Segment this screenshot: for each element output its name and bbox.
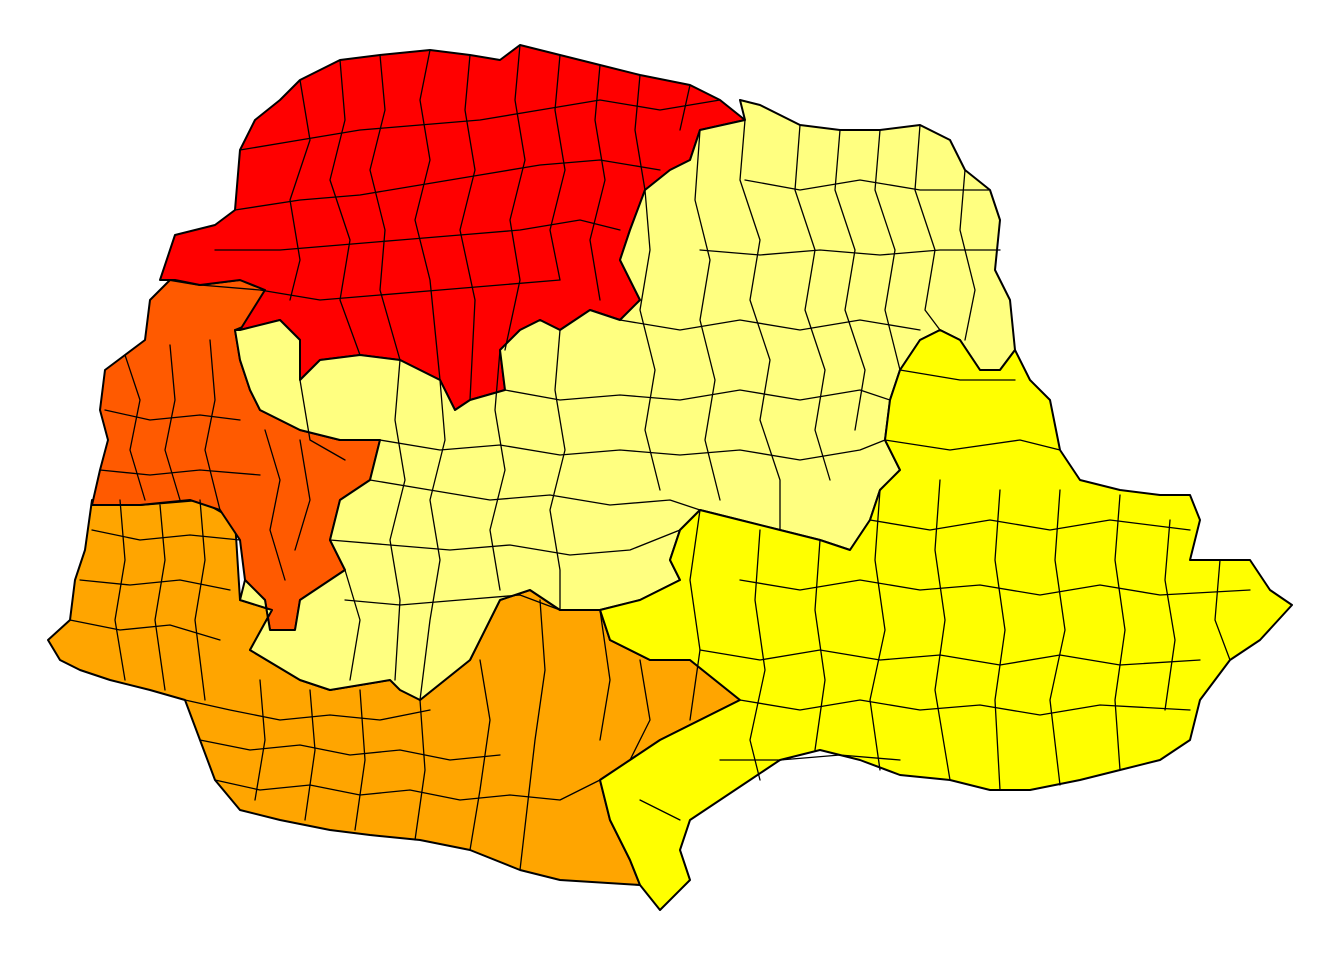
municipal-boundaries-center bbox=[299, 119, 1001, 701]
municipal-boundaries-southeast bbox=[639, 369, 1251, 821]
municipal-boundaries-north bbox=[199, 44, 721, 401]
municipal-boundaries-west bbox=[69, 339, 651, 871]
